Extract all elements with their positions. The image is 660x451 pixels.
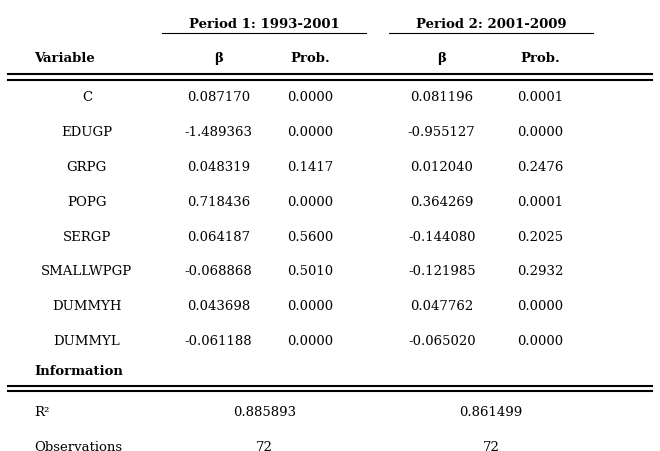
- Text: 0.0000: 0.0000: [287, 195, 333, 208]
- Text: -0.144080: -0.144080: [408, 230, 475, 243]
- Text: 0.0000: 0.0000: [517, 125, 564, 138]
- Text: 0.048319: 0.048319: [187, 160, 250, 173]
- Text: 0.0000: 0.0000: [517, 300, 564, 313]
- Text: 0.0000: 0.0000: [287, 125, 333, 138]
- Text: 0.861499: 0.861499: [459, 405, 523, 419]
- Text: β: β: [214, 52, 222, 65]
- Text: 0.087170: 0.087170: [187, 91, 250, 104]
- Text: 0.081196: 0.081196: [410, 91, 473, 104]
- Text: Information: Information: [34, 364, 123, 377]
- Text: Period 2: 2001-2009: Period 2: 2001-2009: [416, 18, 566, 31]
- Text: Variable: Variable: [34, 52, 95, 65]
- Text: DUMMYH: DUMMYH: [52, 300, 121, 313]
- Text: 0.047762: 0.047762: [410, 300, 473, 313]
- Text: 0.043698: 0.043698: [187, 300, 250, 313]
- Text: 72: 72: [482, 440, 500, 451]
- Text: -1.489363: -1.489363: [184, 125, 252, 138]
- Text: 0.5600: 0.5600: [287, 230, 333, 243]
- Text: 0.2476: 0.2476: [517, 160, 564, 173]
- Text: 0.0000: 0.0000: [517, 335, 564, 348]
- Text: Prob.: Prob.: [290, 52, 330, 65]
- Text: 0.364269: 0.364269: [410, 195, 473, 208]
- Text: 0.1417: 0.1417: [287, 160, 333, 173]
- Text: 0.0000: 0.0000: [287, 300, 333, 313]
- Text: EDUGP: EDUGP: [61, 125, 112, 138]
- Text: 0.0001: 0.0001: [517, 91, 564, 104]
- Text: 0.2025: 0.2025: [517, 230, 564, 243]
- Text: C: C: [82, 91, 92, 104]
- Text: 0.012040: 0.012040: [411, 160, 473, 173]
- Text: β: β: [438, 52, 446, 65]
- Text: -0.121985: -0.121985: [408, 265, 476, 278]
- Text: Prob.: Prob.: [521, 52, 560, 65]
- Text: 0.0000: 0.0000: [287, 335, 333, 348]
- Text: 0.064187: 0.064187: [187, 230, 250, 243]
- Text: SERGP: SERGP: [63, 230, 111, 243]
- Text: DUMMYL: DUMMYL: [53, 335, 120, 348]
- Text: GRPG: GRPG: [67, 160, 107, 173]
- Text: 0.0000: 0.0000: [287, 91, 333, 104]
- Text: -0.061188: -0.061188: [184, 335, 252, 348]
- Text: 0.2932: 0.2932: [517, 265, 564, 278]
- Text: Observations: Observations: [34, 440, 122, 451]
- Text: 0.5010: 0.5010: [287, 265, 333, 278]
- Text: SMALLWPGP: SMALLWPGP: [41, 265, 133, 278]
- Text: Period 1: 1993-2001: Period 1: 1993-2001: [189, 18, 340, 31]
- Text: 0.718436: 0.718436: [187, 195, 250, 208]
- Text: 72: 72: [256, 440, 273, 451]
- Text: -0.955127: -0.955127: [408, 125, 476, 138]
- Text: -0.068868: -0.068868: [184, 265, 252, 278]
- Text: -0.065020: -0.065020: [408, 335, 476, 348]
- Text: R²: R²: [34, 405, 50, 419]
- Text: POPG: POPG: [67, 195, 106, 208]
- Text: 0.0001: 0.0001: [517, 195, 564, 208]
- Text: 0.885893: 0.885893: [233, 405, 296, 419]
